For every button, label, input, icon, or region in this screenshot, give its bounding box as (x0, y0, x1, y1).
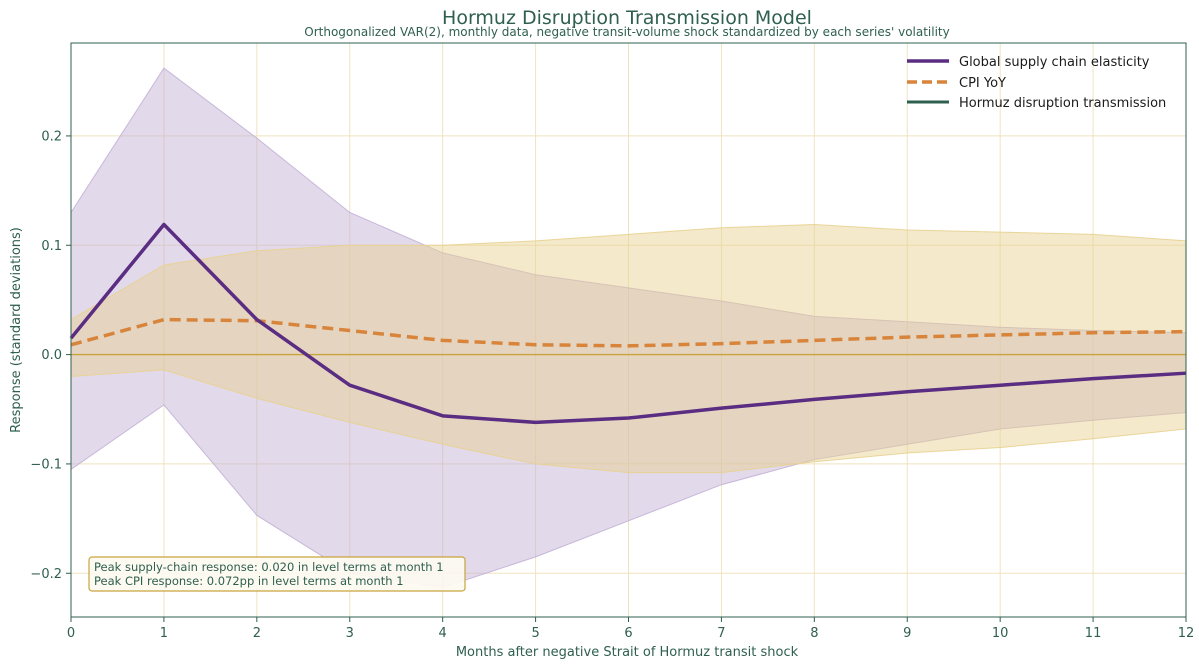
x-tick-label: 9 (903, 626, 911, 641)
axes: 0 1 2 3 4 5 6 7 8 9 10 11 12−0.2−0.10.00.10.2 (30, 42, 1195, 641)
y-tick-label: 0.2 (41, 129, 62, 144)
x-tick-label: 4 (439, 626, 447, 641)
y-tick-label: −0.1 (30, 457, 62, 472)
x-tick-label: 11 (1085, 626, 1102, 641)
x-tick-label: 7 (717, 626, 725, 641)
x-tick-label: 10 (992, 626, 1009, 641)
annotation-peak-cpi: Peak CPI response: 0.072pp in level term… (94, 574, 404, 588)
peak-annotation-box: Peak supply-chain response: 0.020 in lev… (88, 556, 466, 592)
legend-label-cpi: CPI YoY (959, 76, 1006, 91)
x-tick-label: 3 (346, 626, 354, 641)
y-tick-label: 0.1 (41, 239, 62, 254)
legend-label-hormuz: Hormuz disruption transmission (959, 96, 1166, 111)
y-axis-label: Response (standard deviations) (9, 227, 24, 433)
x-tick-label: 6 (624, 626, 632, 641)
chart-title: Hormuz Disruption Transmission Model (442, 7, 812, 29)
x-tick-label: 2 (253, 626, 261, 641)
x-tick-label: 12 (1178, 626, 1195, 641)
series-lines (69, 222, 1187, 425)
chart-subtitle: Orthogonalized VAR(2), monthly data, neg… (304, 25, 949, 39)
legend-label-supply-chain: Global supply chain elasticity (959, 55, 1150, 70)
y-tick-label: 0.0 (41, 348, 62, 363)
x-tick-label: 8 (810, 626, 818, 641)
x-tick-label: 1 (160, 626, 168, 641)
x-axis-label: Months after negative Strait of Hormuz t… (456, 645, 799, 660)
line-supply-chain-elasticity (69, 222, 1187, 425)
x-tick-label: 5 (531, 626, 539, 641)
x-tick-label: 0 (67, 626, 75, 641)
legend: Global supply chain elasticity CPI YoY H… (907, 55, 1166, 111)
y-tick-label: −0.2 (30, 567, 62, 582)
annotation-peak-supply-chain: Peak supply-chain response: 0.020 in lev… (94, 560, 444, 574)
annotation-frame (88, 556, 466, 592)
